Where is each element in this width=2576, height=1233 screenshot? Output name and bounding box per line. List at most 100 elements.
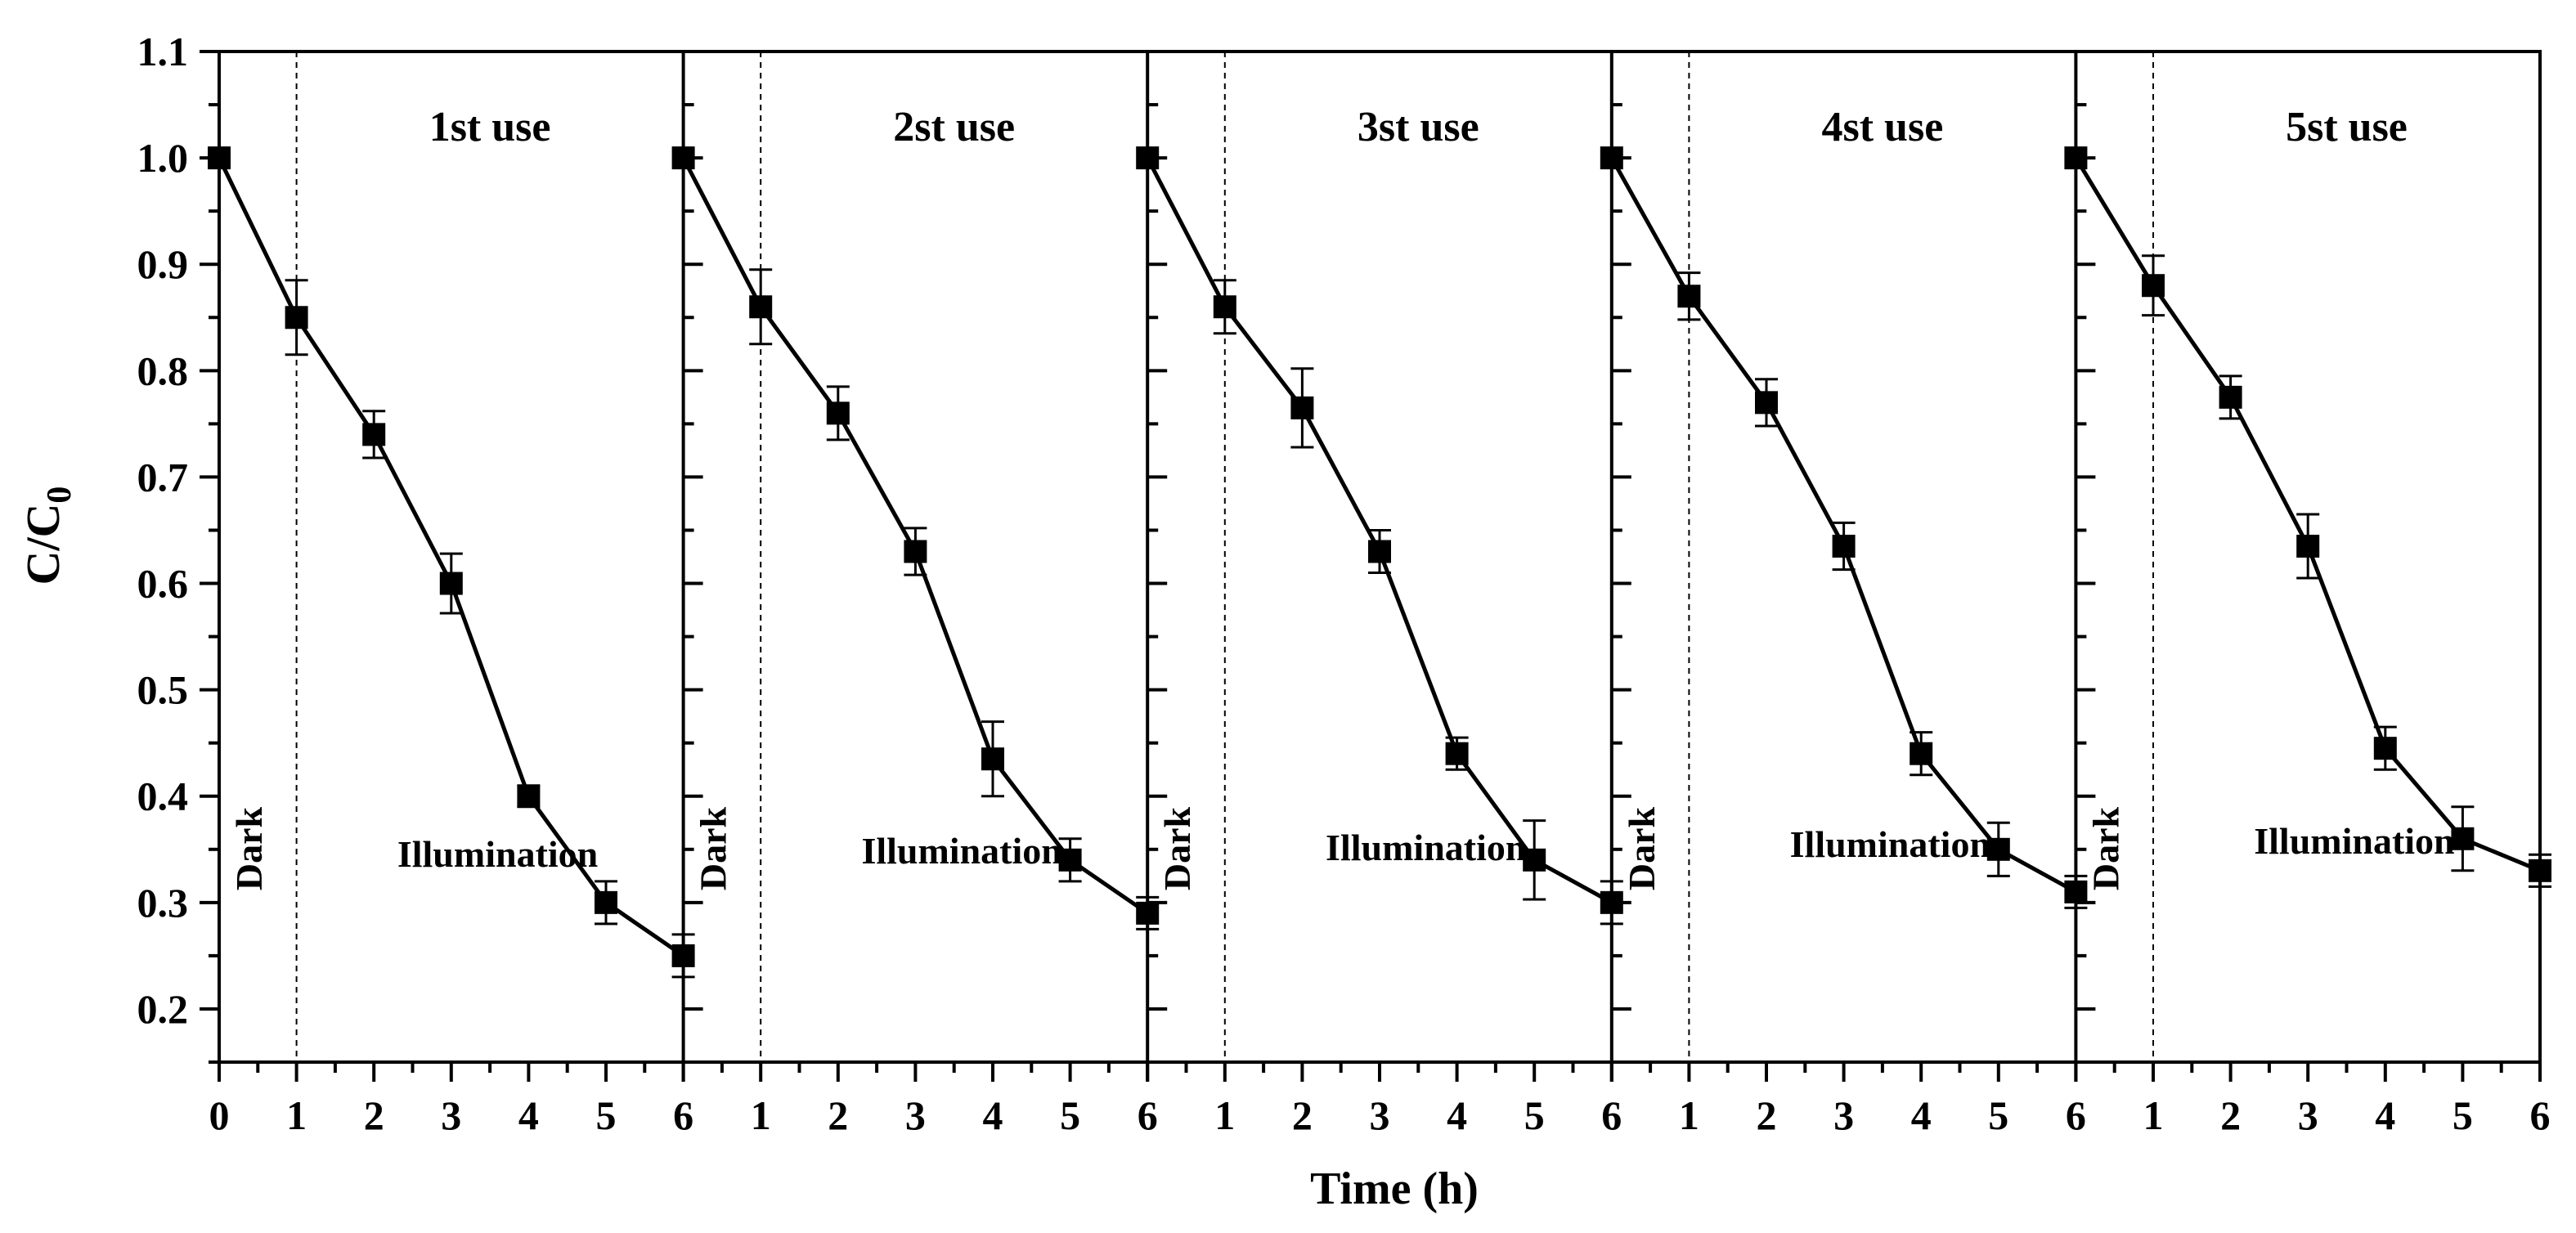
illumination-label: Illumination — [1326, 827, 1526, 868]
x-tick-label: 2 — [364, 1092, 384, 1138]
y-tick-label: 0.3 — [137, 880, 189, 926]
panel-title: 2st use — [893, 104, 1015, 150]
x-tick-label: 3 — [905, 1092, 926, 1138]
x-tick-label: 6 — [2530, 1092, 2551, 1138]
data-point-marker — [826, 401, 850, 425]
x-tick-label: 2 — [828, 1092, 848, 1138]
data-point-marker — [595, 890, 617, 914]
axes-layer — [200, 50, 2542, 1082]
data-point-marker — [1290, 396, 1314, 419]
data-point-marker — [1600, 146, 1623, 170]
x-tick-label: 1 — [2143, 1092, 2164, 1138]
data-point-marker — [285, 306, 308, 330]
x-tick-label: 3 — [1833, 1092, 1854, 1138]
data-point-marker — [1910, 742, 1933, 765]
x-tick-label: 1 — [286, 1092, 307, 1138]
x-tick-label: 2 — [2220, 1092, 2241, 1138]
data-point-marker — [749, 295, 773, 319]
data-point-marker — [1136, 146, 1160, 170]
x-tick-label: 0 — [209, 1092, 230, 1138]
x-axis-title: Time (h) — [1310, 1164, 1479, 1214]
data-point-marker — [1136, 901, 1160, 925]
y-tick-label: 0.4 — [137, 773, 189, 819]
data-point-marker — [1600, 890, 1623, 914]
data-point-marker — [1213, 295, 1236, 319]
x-tick-label: 5 — [1524, 1092, 1545, 1138]
dark-label: Dark — [1156, 806, 1198, 890]
y-tick-label: 0.7 — [137, 454, 189, 500]
data-point-marker — [362, 423, 386, 446]
x-tick-label: 4 — [2375, 1092, 2395, 1138]
data-point-marker — [439, 572, 463, 595]
data-point-marker — [1058, 848, 1082, 872]
y-axis-title-main: C/C — [16, 504, 70, 585]
x-tick-label: 6 — [2066, 1092, 2086, 1138]
data-point-marker — [2296, 534, 2320, 558]
y-tick-label: 0.2 — [137, 986, 189, 1032]
data-point-marker — [1832, 534, 1856, 558]
data-point-marker — [2142, 274, 2165, 298]
y-tick-label: 0.5 — [137, 667, 189, 713]
y-tick-label: 1.1 — [137, 29, 189, 74]
y-tick-label: 1.0 — [137, 135, 189, 181]
data-point-marker — [1368, 540, 1391, 563]
text-layer: 1.1 1.0 0.9 0.8 0.7 0.6 0.5 0.4 0.3 0.2 0 1 2 3 4 5 6 1 2 3… — [137, 29, 2551, 1138]
data-point-marker — [2373, 737, 2397, 760]
dark-label: Dark — [228, 806, 270, 890]
data-point-marker — [2529, 859, 2551, 882]
panel-title: 4st use — [1822, 104, 1944, 150]
x-tick-label: 6 — [1601, 1092, 1622, 1138]
x-tick-label: 1 — [751, 1092, 771, 1138]
x-tick-label: 6 — [1138, 1092, 1158, 1138]
panel-title: 1st use — [429, 104, 551, 150]
illumination-label: Illumination — [397, 833, 598, 875]
data-point-marker — [1986, 837, 2010, 861]
data-point-marker — [1523, 848, 1546, 872]
data-point-marker — [1755, 391, 1778, 415]
data-point-marker — [981, 747, 1004, 771]
x-tick-label: 1 — [1214, 1092, 1235, 1138]
data-point-marker — [671, 146, 695, 170]
dark-label: Dark — [693, 806, 734, 890]
data-point-marker — [2064, 146, 2088, 170]
illumination-label: Illumination — [2254, 820, 2454, 862]
panel-title: 3st use — [1358, 104, 1479, 150]
x-tick-label: 5 — [596, 1092, 617, 1138]
y-axis-title-subscript: 0 — [41, 486, 79, 504]
data-point-marker — [208, 146, 231, 170]
illumination-label: Illumination — [861, 830, 1061, 872]
x-tick-label: 1 — [1679, 1092, 1699, 1138]
illumination-label: Illumination — [1790, 823, 1990, 865]
x-tick-label: 5 — [2453, 1092, 2473, 1138]
data-layer — [208, 146, 2551, 979]
dark-label: Dark — [1621, 806, 1663, 890]
x-tick-label: 4 — [1447, 1092, 1467, 1138]
x-tick-label: 3 — [1370, 1092, 1390, 1138]
x-tick-label: 5 — [1060, 1092, 1080, 1138]
x-tick-label: 3 — [2298, 1092, 2318, 1138]
data-point-marker — [1677, 285, 1701, 308]
x-tick-label: 2 — [1757, 1092, 1777, 1138]
y-tick-label: 0.6 — [137, 561, 189, 607]
x-tick-label: 2 — [1292, 1092, 1313, 1138]
y-tick-label: 0.8 — [137, 347, 189, 393]
data-point-marker — [904, 540, 927, 563]
x-tick-label: 4 — [983, 1092, 1003, 1138]
y-tick-label: 0.9 — [137, 241, 189, 287]
dark-label: Dark — [2085, 806, 2126, 890]
data-point-marker — [517, 784, 541, 808]
x-tick-label: 6 — [673, 1092, 693, 1138]
data-point-marker — [2064, 880, 2088, 903]
panel-title: 5st use — [2286, 104, 2408, 150]
x-tick-label: 5 — [1988, 1092, 2008, 1138]
x-tick-label: 3 — [441, 1092, 461, 1138]
data-point-marker — [2219, 385, 2242, 409]
data-point-marker — [2451, 827, 2475, 850]
x-tick-label: 4 — [518, 1092, 539, 1138]
y-axis-title: C/C0 — [16, 486, 79, 585]
x-tick-label: 4 — [1911, 1092, 1932, 1138]
data-point-marker — [671, 944, 695, 967]
data-point-marker — [1445, 742, 1469, 765]
